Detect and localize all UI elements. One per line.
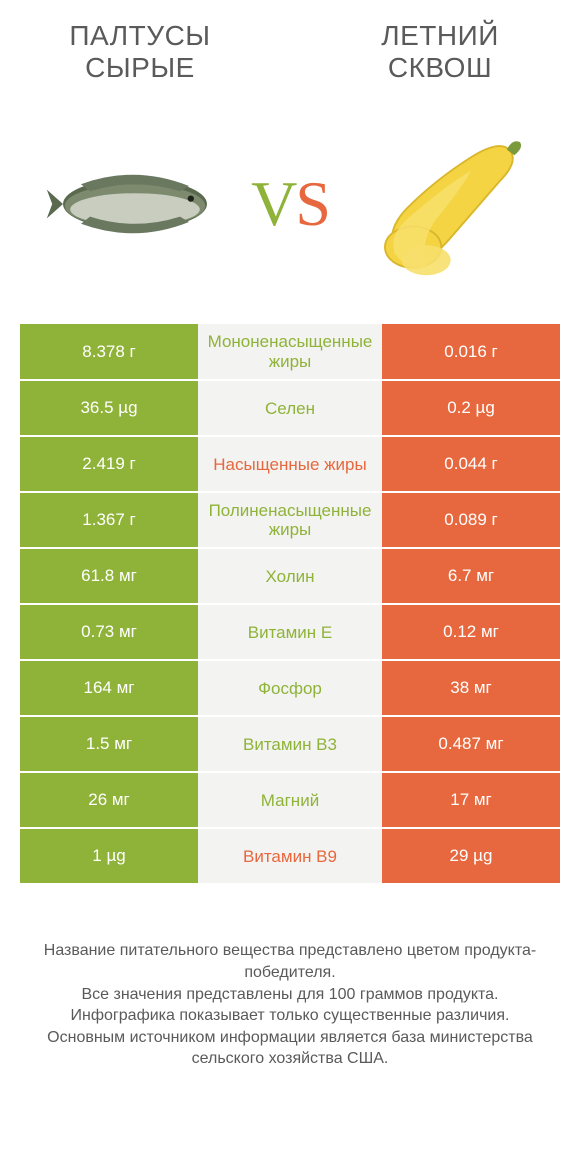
table-row: 164 мгФосфор38 мг	[20, 660, 560, 716]
left-image	[40, 124, 230, 284]
nutrient-label: Магний	[198, 772, 382, 828]
right-title: ЛЕТНИЙ СКВОШ	[340, 20, 540, 84]
nutrition-tbody: 8.378 гМононенасыщенные жиры0.016 г36.5 …	[20, 324, 560, 884]
right-image	[350, 124, 540, 284]
left-value: 1 µg	[20, 828, 198, 884]
nutrient-label: Селен	[198, 380, 382, 436]
right-value: 0.2 µg	[382, 380, 560, 436]
vs-label: VS	[251, 167, 329, 241]
table-row: 26 мгМагний17 мг	[20, 772, 560, 828]
table-row: 0.73 мгВитамин E0.12 мг	[20, 604, 560, 660]
nutrition-table: 8.378 гМононенасыщенные жиры0.016 г36.5 …	[20, 324, 560, 885]
table-row: 1.367 гПолиненасыщенные жиры0.089 г	[20, 492, 560, 548]
nutrient-label: Холин	[198, 548, 382, 604]
left-value: 1.367 г	[20, 492, 198, 548]
right-value: 0.487 мг	[382, 716, 560, 772]
table-row: 2.419 гНасыщенные жиры0.044 г	[20, 436, 560, 492]
right-value: 0.12 мг	[382, 604, 560, 660]
fish-icon	[40, 159, 230, 249]
nutrient-label: Фосфор	[198, 660, 382, 716]
left-value: 26 мг	[20, 772, 198, 828]
nutrient-label: Витамин E	[198, 604, 382, 660]
left-value: 0.73 мг	[20, 604, 198, 660]
left-title: ПАЛТУСЫ СЫРЫЕ	[40, 20, 240, 84]
nutrient-label: Насыщенные жиры	[198, 436, 382, 492]
right-value: 38 мг	[382, 660, 560, 716]
nutrient-label: Витамин B9	[198, 828, 382, 884]
footnote: Название питательного вещества представл…	[20, 940, 560, 1070]
vs-s: S	[295, 168, 329, 239]
table-row: 1.5 мгВитамин B30.487 мг	[20, 716, 560, 772]
right-value: 0.016 г	[382, 324, 560, 380]
left-value: 164 мг	[20, 660, 198, 716]
header: ПАЛТУСЫ СЫРЫЕ ЛЕТНИЙ СКВОШ	[0, 0, 580, 94]
nutrient-label: Витамин B3	[198, 716, 382, 772]
table-row: 61.8 мгХолин6.7 мг	[20, 548, 560, 604]
squash-icon	[360, 129, 530, 279]
nutrient-label: Мононенасыщенные жиры	[198, 324, 382, 380]
hero-row: VS	[0, 94, 580, 324]
right-value: 6.7 мг	[382, 548, 560, 604]
table-row: 8.378 гМононенасыщенные жиры0.016 г	[20, 324, 560, 380]
left-value: 8.378 г	[20, 324, 198, 380]
table-row: 1 µgВитамин B929 µg	[20, 828, 560, 884]
right-value: 17 мг	[382, 772, 560, 828]
right-value: 29 µg	[382, 828, 560, 884]
left-value: 61.8 мг	[20, 548, 198, 604]
right-value: 0.089 г	[382, 492, 560, 548]
table-row: 36.5 µgСелен0.2 µg	[20, 380, 560, 436]
right-value: 0.044 г	[382, 436, 560, 492]
left-value: 1.5 мг	[20, 716, 198, 772]
left-value: 2.419 г	[20, 436, 198, 492]
left-value: 36.5 µg	[20, 380, 198, 436]
vs-v: V	[251, 168, 295, 239]
nutrient-label: Полиненасыщенные жиры	[198, 492, 382, 548]
